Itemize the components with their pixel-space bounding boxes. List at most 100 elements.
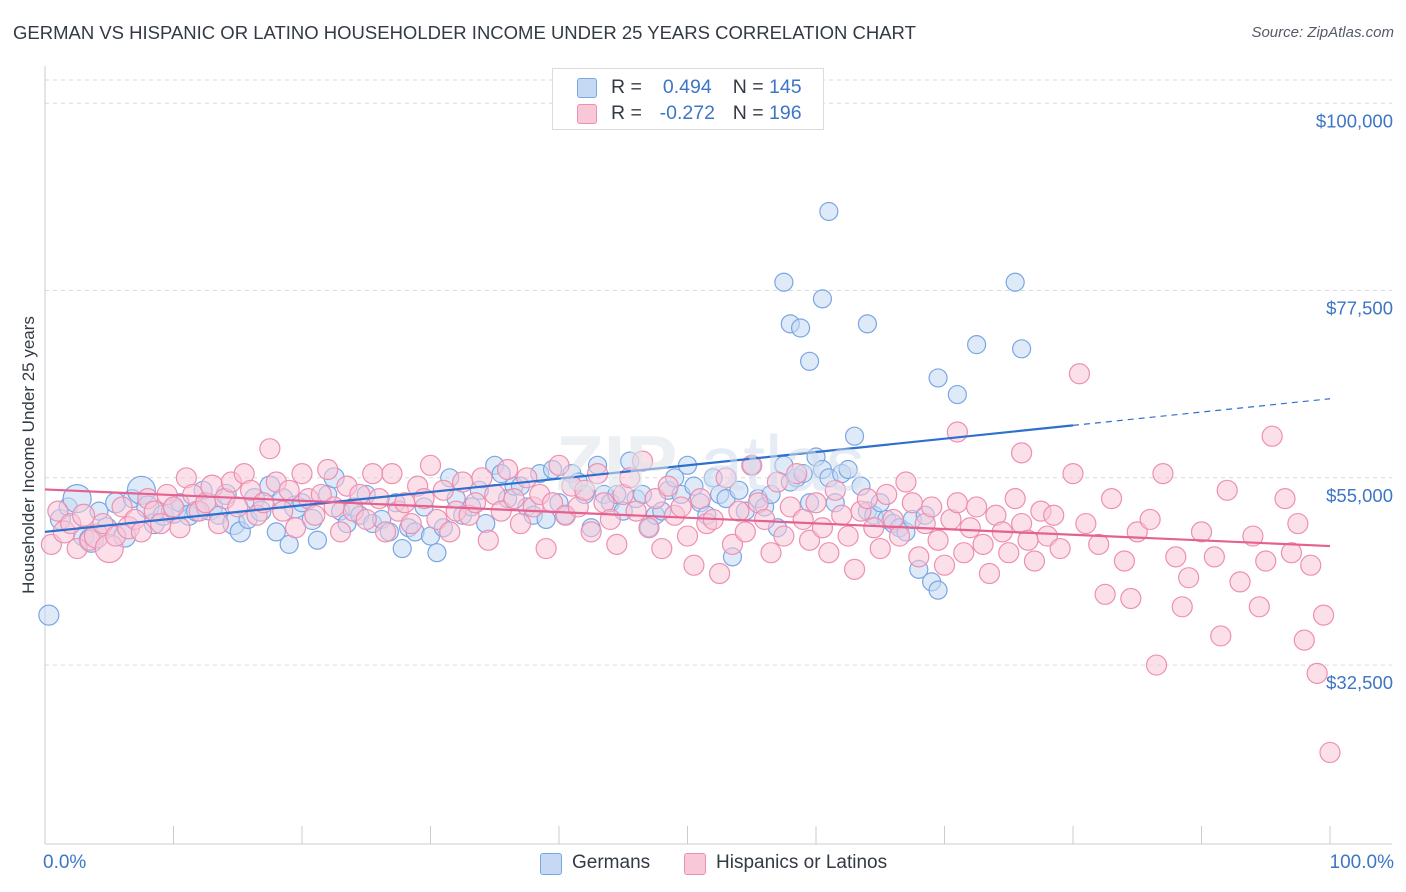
svg-text:atlas: atlas: [700, 419, 865, 507]
germans-point: [774, 272, 794, 292]
hispanics-point: [150, 512, 172, 535]
hispanics-point: [734, 521, 756, 543]
hispanics-point: [503, 488, 525, 510]
hispanics-point: [786, 463, 808, 485]
watermark-logo: ZIP atlas: [556, 419, 865, 507]
germans-point: [947, 384, 967, 405]
hispanics-point: [959, 517, 981, 539]
hispanics-point: [548, 454, 570, 476]
hispanics-point: [831, 504, 853, 526]
hispanics-point: [1248, 596, 1270, 618]
hispanics-point: [278, 479, 300, 501]
hispanics-r-value: -0.272: [659, 102, 715, 124]
hispanics-point: [888, 525, 911, 547]
hispanics-point: [1152, 463, 1174, 485]
hispanics-point: [1139, 508, 1161, 531]
hispanics-point: [1293, 629, 1315, 651]
hispanics-point: [798, 529, 821, 551]
hispanics-point: [998, 542, 1020, 564]
hispanics-point: [1023, 550, 1046, 572]
hispanics-point: [227, 496, 249, 518]
hispanics-point: [606, 533, 628, 555]
x-tick-max: 100.0%: [1329, 852, 1394, 873]
hispanics-point: [471, 467, 493, 489]
hispanics-n-label: N =: [732, 102, 764, 124]
hispanics-point: [317, 458, 339, 481]
germans-trend-line: [44, 424, 1074, 533]
germans-point: [427, 543, 447, 563]
hispanics-point: [651, 537, 673, 560]
germans-point: [790, 318, 811, 338]
hispanics-point: [1210, 625, 1232, 647]
hispanics-point: [709, 562, 731, 585]
hispanics-point: [953, 542, 975, 564]
hispanics-point: [1242, 525, 1264, 547]
hispanics-point: [130, 521, 152, 543]
hispanics-point: [1300, 554, 1322, 576]
hispanics-point: [1280, 542, 1303, 564]
hispanics-point: [1043, 504, 1065, 526]
bottom-hispanics-swatch: [684, 853, 706, 875]
hispanics-point: [259, 438, 281, 460]
germans-point: [928, 368, 948, 388]
bottom-germans-swatch: [540, 853, 562, 875]
hispanics-point: [1010, 442, 1033, 464]
hispanics-point: [1100, 488, 1123, 510]
hispanics-point: [47, 500, 69, 522]
y-tick-labels: $32,500 $55,000 $77,500 $100,000: [1316, 110, 1393, 693]
hispanics-point: [516, 467, 538, 489]
hispanics-point: [837, 525, 859, 547]
germans-point: [307, 530, 328, 550]
hispanics-point: [715, 467, 737, 489]
hispanics-point: [497, 458, 519, 481]
axes: [44, 66, 1392, 845]
germans-point: [857, 314, 878, 334]
hispanics-point: [272, 500, 294, 522]
hispanics-point: [1287, 512, 1309, 535]
hispanics-point: [92, 512, 114, 535]
germans-r-value: 0.494: [662, 76, 712, 98]
hispanics-point: [1306, 662, 1328, 684]
hispanics-point: [1171, 596, 1193, 618]
hispanics-point: [921, 496, 943, 518]
correlation-legend: R = 0.494 N = 145 R = -0.272 N = 196: [552, 68, 824, 130]
hispanics-point: [419, 454, 442, 476]
hispanics-point: [304, 504, 326, 526]
hispanics-point: [811, 517, 834, 539]
germans-point: [266, 522, 286, 542]
hispanics-point: [349, 483, 371, 506]
hispanics-n-value: 196: [769, 102, 802, 124]
hispanics-point: [374, 521, 397, 543]
hispanics-swatch: [577, 104, 597, 124]
hispanics-point: [535, 537, 557, 560]
hispanics-point: [638, 517, 660, 539]
hispanics-point: [1075, 512, 1097, 535]
hispanics-point: [1261, 425, 1283, 447]
hispanics-point: [779, 496, 801, 518]
hispanics-point: [1094, 583, 1116, 605]
hispanics-point: [966, 496, 988, 518]
hispanics-point: [683, 554, 705, 576]
hispanics-point: [329, 521, 352, 543]
hispanics-point: [1145, 654, 1168, 676]
hispanics-point: [773, 525, 795, 547]
germans-trend-extension: [1072, 398, 1331, 426]
hispanics-point: [895, 471, 917, 493]
hispanics-point: [760, 542, 782, 564]
hispanics-point: [381, 463, 403, 485]
hispanics-point: [766, 471, 789, 493]
chart-title: GERMAN VS HISPANIC OR LATINO HOUSEHOLDER…: [13, 22, 916, 43]
germans-point: [392, 538, 412, 559]
y-axis-label: Householder Income Under 25 years: [19, 316, 38, 594]
x-tick-min: 0.0%: [43, 852, 87, 873]
chart-source: Source: ZipAtlas.com: [1251, 24, 1394, 41]
hispanics-point: [843, 558, 866, 580]
hispanics-point: [574, 479, 596, 501]
germans-point: [967, 335, 987, 355]
hispanics-point: [1165, 546, 1187, 568]
hispanics-point: [111, 496, 133, 518]
hispanics-point: [901, 492, 923, 514]
hispanics-point: [1049, 537, 1071, 560]
hispanics-point: [824, 479, 846, 501]
y-tick-label: $100,000: [1316, 110, 1393, 131]
